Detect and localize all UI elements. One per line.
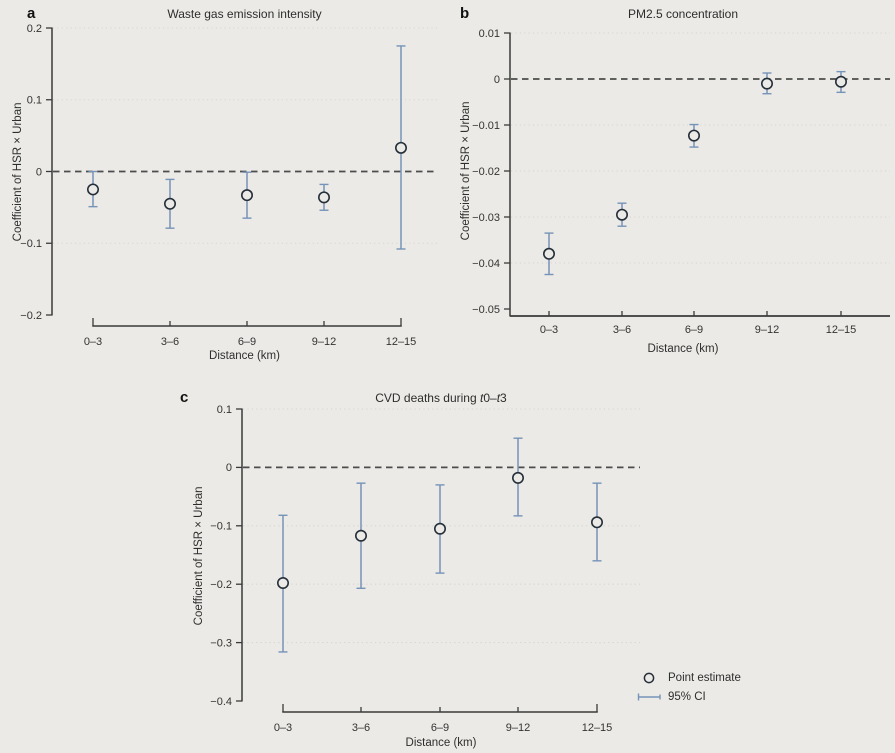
panel-a-y-axis-title: Coefficient of HSR × Urban [12, 102, 25, 242]
x-tick-label: 12–15 [826, 324, 857, 336]
panel-b-y-axis-title: Coefficient of HSR × Urban [460, 101, 473, 241]
point-estimate-marker [615, 208, 628, 221]
panel-b-label: b [460, 5, 470, 22]
legend-ci-label: 95% CI [668, 690, 706, 703]
panel-a-label: a [27, 5, 36, 22]
x-tick-label: 9–12 [312, 336, 336, 348]
y-tick-label: −0.2 [210, 579, 232, 591]
panel-c-y-axis-title: Coefficient of HSR × Urban [193, 486, 206, 626]
x-tick-label: 6–9 [431, 722, 449, 734]
legend: Point estimate 95% CI [636, 668, 741, 706]
panel-b-point-3 [760, 72, 773, 95]
y-tick-label: −0.3 [210, 637, 232, 649]
y-tick-label: 0.1 [27, 95, 42, 107]
y-tick-label: −0.4 [210, 696, 232, 708]
y-tick-label: 0 [494, 74, 500, 86]
point-estimate-marker [317, 191, 330, 204]
point-estimate-marker [394, 141, 407, 154]
y-tick-label: −0.01 [472, 120, 500, 132]
panel-b-plot: 0.01 0 −0.01 −0.02 −0.03 −0.04 −0.05 0–3 3–6 6–9 9… [472, 28, 890, 336]
y-tick-label: −0.1 [20, 238, 42, 250]
panel-a-point-3 [317, 183, 330, 211]
y-tick-label: 0.2 [27, 23, 42, 35]
error-bar-icon [637, 693, 661, 700]
y-tick-label: 0 [36, 166, 42, 178]
y-tick-label: 0 [226, 462, 232, 474]
panel-a-point-4 [394, 45, 407, 250]
panel-b-point-0 [542, 232, 555, 276]
x-tick-label: 9–12 [506, 722, 530, 734]
x-tick-label: 12–15 [582, 722, 613, 734]
legend-point-label: Point estimate [668, 671, 741, 684]
panel-a-point-1 [164, 178, 177, 229]
legend-ci-entry: 95% CI [636, 687, 741, 706]
panel-a-x-axis-title: Distance (km) [209, 350, 280, 362]
point-estimate-marker [241, 189, 254, 202]
x-tick-label: 0–3 [274, 722, 292, 734]
x-tick-label: 3–6 [352, 722, 370, 734]
x-tick-label: 9–12 [755, 324, 779, 336]
x-tick-label: 12–15 [386, 336, 417, 348]
panel-c-plot: 0.1 0 −0.1 −0.2 −0.3 −0.4 0–3 3–6 6–9 9–12 12–15 [210, 404, 640, 734]
panel-c-point-0 [276, 514, 289, 653]
open-circle-icon [643, 672, 655, 683]
point-estimate-marker [511, 471, 524, 484]
panel-c-point-1 [354, 482, 367, 589]
x-tick-label: 3–6 [613, 324, 631, 336]
panel-b-title: PM2.5 concentration [627, 7, 739, 21]
panel-c-label: c [180, 389, 189, 406]
y-tick-label: 0.1 [217, 404, 232, 416]
panel-b-point-4 [834, 70, 847, 94]
point-estimate-marker [354, 529, 367, 542]
y-tick-label: −0.03 [472, 212, 500, 224]
x-tick-label: 0–3 [84, 336, 102, 348]
y-tick-label: −0.04 [472, 258, 500, 270]
panel-a-title: Waste gas emission intensity [167, 7, 322, 21]
panel-b-x-axis-title: Distance (km) [647, 343, 719, 355]
point-estimate-marker [164, 197, 177, 210]
legend-point-estimate-entry: Point estimate [636, 668, 741, 687]
panel-c-point-3 [511, 437, 524, 517]
point-estimate-marker [276, 577, 289, 590]
panel-c-point-4 [590, 482, 603, 562]
point-estimate-marker [590, 516, 603, 529]
panel-b-point-2 [687, 123, 700, 148]
point-estimate-marker [433, 522, 446, 535]
y-tick-label: −0.02 [472, 166, 500, 178]
x-tick-label: 6–9 [685, 324, 703, 336]
point-estimate-marker [834, 75, 847, 88]
point-estimate-marker [87, 183, 100, 196]
point-estimate-marker [542, 247, 555, 260]
x-tick-label: 3–6 [161, 336, 179, 348]
panel-c-x-axis-title: Distance (km) [405, 737, 477, 749]
panel-b-point-1 [615, 202, 628, 227]
y-tick-label: −0.1 [210, 521, 232, 533]
point-estimate-marker [760, 77, 773, 90]
x-tick-label: 6–9 [238, 336, 256, 348]
panel-c-point-2 [433, 484, 446, 574]
x-tick-label: 0–3 [540, 324, 558, 336]
y-tick-label: 0.01 [479, 28, 500, 40]
panel-a-plot: 0.2 0.1 0 −0.1 −0.2 0–3 3–6 6–9 9–12 12–15 [20, 23, 437, 348]
panel-a-point-2 [241, 171, 254, 219]
point-estimate-marker [687, 129, 700, 142]
panel-a-point-0 [87, 170, 100, 208]
panel-c-title: CVD deaths during t0–t3 [375, 391, 507, 405]
y-tick-label: −0.2 [20, 310, 42, 322]
y-tick-label: −0.05 [472, 304, 500, 316]
